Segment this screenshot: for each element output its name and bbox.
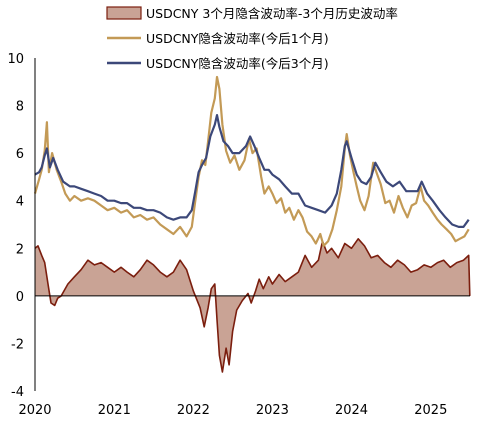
legend-label-spread: USDCNY 3个月隐含波动率-3个月历史波动率 [146, 6, 398, 21]
series-line-3m [34, 114, 470, 228]
x-tick-label: 2022 [177, 403, 210, 418]
series-area-spread-fill [35, 238, 470, 372]
x-tick-label: 2025 [414, 403, 447, 418]
x-tick-label: 2020 [18, 403, 51, 418]
y-axis-ticks: 10 8 6 4 2 0 -2 -4 [7, 52, 24, 400]
y-tick-label: -4 [11, 385, 24, 400]
y-tick-label: 8 [16, 100, 24, 115]
x-tick-label: 2023 [256, 403, 289, 418]
legend-label-1m: USDCNY隐含波动率(今后1个月) [146, 31, 329, 46]
legend-swatch-area [106, 6, 142, 20]
y-tick-label: 2 [16, 242, 24, 257]
series-line-1m [33, 75, 470, 247]
y-tick-label: 10 [7, 52, 24, 67]
y-tick-label: -2 [11, 337, 24, 352]
y-tick-label: 6 [16, 147, 24, 162]
y-tick-label: 0 [16, 290, 24, 305]
legend-label-3m: USDCNY隐含波动率(今后3个月) [146, 56, 329, 71]
x-tick-label: 2024 [335, 403, 368, 418]
x-tick-label: 2021 [98, 403, 131, 418]
series-area-spread-line [34, 238, 471, 373]
plot-area [33, 58, 471, 391]
legend: USDCNY 3个月隐含波动率-3个月历史波动率 USDCNY隐含波动率(今后1… [106, 6, 398, 71]
y-tick-label: 4 [16, 195, 24, 210]
x-axis-ticks: 2020 2021 2022 2023 2024 2025 [18, 403, 447, 418]
